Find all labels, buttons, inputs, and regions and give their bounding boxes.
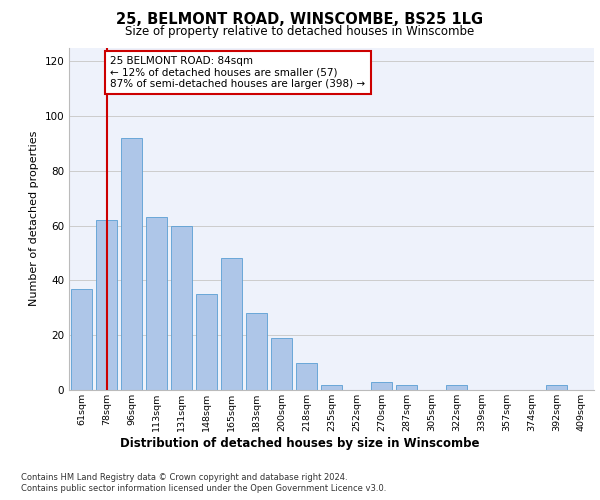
Bar (146, 218, 167, 390)
Bar (121, 138, 142, 390)
Bar (446, 384, 467, 390)
Text: 25 BELMONT ROAD: 84sqm
← 12% of detached houses are smaller (57)
87% of semi-det: 25 BELMONT ROAD: 84sqm ← 12% of detached… (110, 56, 365, 89)
Bar (196, 294, 217, 390)
Bar (546, 384, 567, 390)
Bar (396, 384, 417, 390)
Text: Distribution of detached houses by size in Winscombe: Distribution of detached houses by size … (120, 438, 480, 450)
Bar (271, 338, 292, 390)
Bar (296, 362, 317, 390)
Bar (321, 384, 342, 390)
Bar (171, 226, 192, 390)
Bar (96, 220, 117, 390)
Text: Contains public sector information licensed under the Open Government Licence v3: Contains public sector information licen… (21, 484, 386, 493)
Bar (246, 314, 267, 390)
Y-axis label: Number of detached properties: Number of detached properties (29, 131, 39, 306)
Text: Size of property relative to detached houses in Winscombe: Size of property relative to detached ho… (125, 25, 475, 38)
Bar (371, 382, 392, 390)
Text: Contains HM Land Registry data © Crown copyright and database right 2024.: Contains HM Land Registry data © Crown c… (21, 472, 347, 482)
Bar (71, 288, 92, 390)
Bar (221, 258, 242, 390)
Text: 25, BELMONT ROAD, WINSCOMBE, BS25 1LG: 25, BELMONT ROAD, WINSCOMBE, BS25 1LG (116, 12, 484, 28)
